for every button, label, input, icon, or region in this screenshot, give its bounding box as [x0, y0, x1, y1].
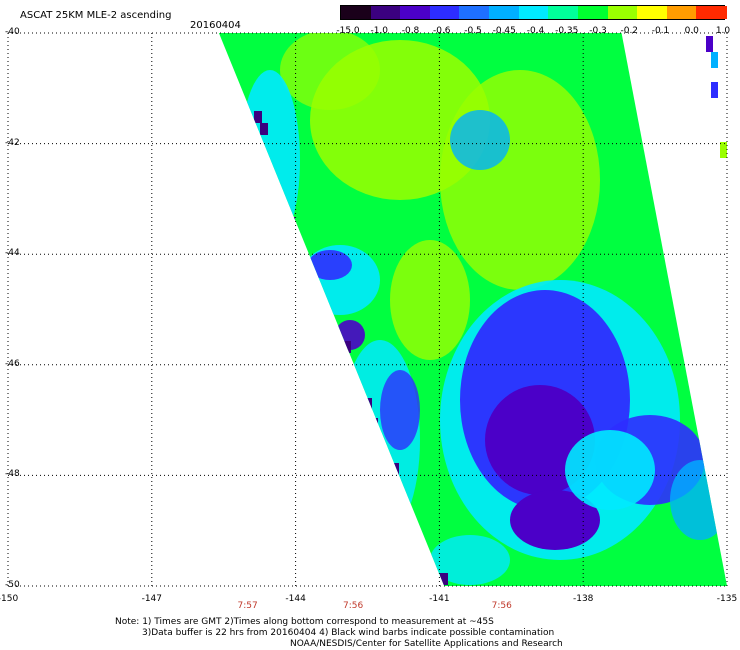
heatmap-cell — [510, 490, 600, 550]
edge-pixel — [343, 341, 351, 353]
x-tick-label: -150 — [0, 594, 19, 604]
x-tick-label: -147 — [141, 594, 163, 604]
x-tick-label: -141 — [429, 594, 450, 604]
y-tick-label: -42 — [5, 137, 20, 148]
time-label: 7:57 — [237, 601, 258, 611]
colorbar-label: -0.1 — [651, 26, 670, 36]
heatmap-cell — [565, 430, 655, 510]
edge-pixel — [720, 142, 727, 158]
colorbar-segment — [370, 6, 402, 19]
heatmap-cell — [240, 70, 300, 250]
colorbar-labels: -15.0 -1.0 -0.8 -0.6 -0.5 -0.45 -0.4 -0.35 -0.3 -… — [330, 26, 730, 38]
edge-pixel — [287, 217, 295, 229]
colorbar-label: -0.35 — [555, 26, 579, 36]
note-line-1: Note: 1) Times are GMT 2)Times along bot… — [115, 617, 494, 627]
colorbar-label: -15.0 — [336, 26, 360, 36]
note-line-2: 3)Data buffer is 22 hrs from 20160404 4)… — [142, 628, 555, 638]
colorbar-segment — [548, 6, 579, 19]
heatmap-cell — [670, 460, 727, 540]
colorbar-segment — [341, 6, 372, 19]
edge-pixel — [260, 123, 268, 135]
colorbar-label: -0.6 — [432, 26, 451, 36]
colorbar — [340, 5, 727, 20]
colorbar-label: -0.5 — [464, 26, 482, 36]
colorbar-segment — [429, 6, 461, 19]
time-label: 7:56 — [343, 601, 364, 611]
colorbar-segment — [637, 6, 668, 19]
colorbar-label: -0.45 — [492, 26, 516, 36]
heatmap-cell — [440, 70, 600, 290]
edge-pixel — [706, 36, 713, 52]
colorbar-segment — [518, 6, 550, 19]
colorbar-segment — [459, 6, 491, 19]
edge-pixel — [440, 573, 448, 585]
colorbar-segment — [666, 6, 698, 19]
colorbar-label: 1.0 — [715, 26, 731, 36]
chart-date: 20160404 — [190, 20, 241, 31]
y-tick-label: -50 — [5, 580, 20, 590]
y-tick-label: -40 — [5, 27, 20, 37]
colorbar-label: -0.2 — [620, 26, 639, 36]
colorbar-segment — [607, 6, 639, 19]
edge-pixel — [364, 398, 372, 410]
colorbar-segment — [489, 6, 520, 19]
x-tick-label: -144 — [285, 594, 306, 604]
colorbar-segment — [577, 6, 609, 19]
y-tick-label: -48 — [5, 469, 20, 480]
heatmap-cell — [380, 370, 420, 450]
y-tick-label: -46 — [5, 358, 20, 369]
chart-title: ASCAT 25KM MLE-2 ascending — [20, 10, 172, 21]
x-tick-label: -138 — [572, 594, 594, 604]
heatmap-cell — [430, 535, 510, 585]
heatmap-cell — [390, 240, 470, 360]
time-label: 7:56 — [491, 601, 512, 611]
heatmap-cell — [308, 250, 352, 280]
edge-pixel — [711, 52, 718, 68]
edge-pixel — [254, 111, 262, 123]
heatmap-cell — [450, 110, 510, 170]
edge-pixel — [391, 463, 399, 475]
x-tick-label: -135 — [716, 594, 738, 604]
colorbar-segment — [400, 6, 431, 19]
colorbar-label: -0.3 — [589, 26, 607, 36]
edge-pixel — [266, 173, 274, 185]
y-tick-label: -44 — [5, 248, 20, 259]
colorbar-label: -0.8 — [401, 26, 420, 36]
edge-pixel — [370, 418, 378, 430]
heatmap-cell — [280, 33, 380, 110]
note-line-3: NOAA/NESDIS/Center for Satellite Applica… — [290, 639, 563, 649]
colorbar-label: -0.4 — [526, 26, 545, 36]
colorbar-label: -1.0 — [370, 26, 389, 36]
colorbar-segment — [696, 6, 727, 19]
colorbar-label: 0.0 — [684, 26, 699, 36]
edge-pixel — [711, 82, 718, 98]
